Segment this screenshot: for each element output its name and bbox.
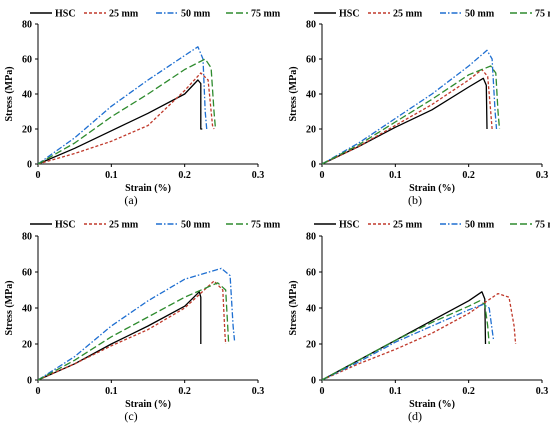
y-tick-label: 20 — [22, 340, 32, 351]
series-line-hsc — [37, 291, 202, 381]
y-tick-label: 60 — [306, 268, 316, 279]
legend: HSC 25 mm 50 mm 75 mm — [30, 220, 281, 231]
y-tick-label: 80 — [22, 232, 32, 243]
x-axis-label: Strain (%) — [125, 183, 171, 194]
series-line-75-mm — [37, 282, 230, 381]
y-tick-label: 80 — [306, 232, 316, 243]
panel-2: 0 20 40 60 80 0 0.1 0.2 0.3 Strain (%) Stress (MPa… — [4, 220, 281, 424]
panel-0: 0 20 40 60 80 0 0.1 0.2 0.3 Strain (%) Stress (MPa… — [4, 9, 281, 208]
legend-label: 50 mm — [181, 9, 211, 20]
y-tick-label: 40 — [306, 304, 316, 315]
y-tick-label: 80 — [22, 20, 32, 31]
legend-label: 50 mm — [181, 220, 211, 231]
legend-label: 25 mm — [393, 220, 423, 231]
series-line-50-mm — [321, 49, 498, 165]
series-line-50-mm — [321, 303, 495, 381]
x-axis-label: Strain (%) — [125, 399, 171, 410]
series-line-25-mm — [321, 68, 493, 165]
y-axis-label: Stress (MPa) — [4, 66, 15, 121]
x-tick-label: 0.2 — [178, 170, 191, 181]
legend-label: HSC — [339, 9, 360, 20]
series-line-75-mm — [37, 58, 217, 165]
y-tick-label: 80 — [306, 20, 316, 31]
series-line-25-mm — [37, 280, 227, 381]
legend-label: HSC — [55, 220, 76, 231]
series-line-hsc — [37, 79, 203, 165]
y-tick-label: 0 — [27, 160, 32, 171]
x-tick-label: 0.1 — [105, 170, 118, 181]
y-tick-label: 60 — [22, 55, 32, 66]
legend-label: 50 mm — [465, 9, 495, 20]
legend-label: 50 mm — [465, 220, 495, 231]
series-line-75-mm — [321, 300, 490, 381]
y-tick-label: 60 — [306, 55, 316, 66]
panel-3: 0 20 40 60 80 0 0.1 0.2 0.3 Strain (%) Stress (MPa… — [288, 220, 550, 424]
series-line-25-mm — [37, 72, 215, 165]
legend-label: 75 mm — [251, 220, 281, 231]
y-tick-label: 40 — [306, 90, 316, 101]
x-axis-label: Strain (%) — [409, 183, 455, 194]
y-tick-label: 20 — [306, 340, 316, 351]
y-axis-label: Stress (MPa) — [288, 66, 299, 121]
legend-label: HSC — [339, 220, 360, 231]
legend-label: 75 mm — [535, 220, 550, 231]
y-axis-label: Stress (MPa) — [288, 280, 299, 335]
x-tick-label: 0.3 — [252, 386, 265, 397]
series-line-50-mm — [37, 267, 236, 381]
legend-label: HSC — [55, 9, 76, 20]
y-tick-label: 0 — [27, 376, 32, 387]
x-tick-label: 0.2 — [462, 170, 475, 181]
series-line-25-mm — [321, 292, 517, 381]
series-line-hsc — [321, 291, 487, 381]
series-line-75-mm — [321, 65, 501, 165]
legend: HSC 25 mm 50 mm 75 mm — [314, 9, 550, 20]
x-tick-label: 0.3 — [536, 386, 549, 397]
legend-label: 25 mm — [109, 9, 139, 20]
x-tick-label: 0.2 — [178, 386, 191, 397]
panel-label: (a) — [124, 193, 137, 207]
x-tick-label: 0.1 — [389, 386, 402, 397]
series-line-50-mm — [37, 46, 208, 165]
legend-label: 25 mm — [393, 9, 423, 20]
legend-label: 25 mm — [109, 220, 139, 231]
x-tick-label: 0.3 — [252, 170, 265, 181]
series-line-hsc — [321, 77, 488, 165]
y-tick-label: 20 — [22, 125, 32, 136]
legend-label: 75 mm — [251, 9, 281, 20]
x-tick-label: 0.3 — [536, 170, 549, 181]
y-tick-label: 0 — [311, 376, 316, 387]
panel-label: (c) — [124, 409, 137, 423]
x-axis-label: Strain (%) — [409, 399, 455, 410]
x-tick-label: 0.2 — [462, 386, 475, 397]
legend-label: 75 mm — [535, 9, 550, 20]
x-tick-label: 0 — [36, 170, 41, 181]
y-tick-label: 40 — [22, 304, 32, 315]
x-tick-label: 0.1 — [105, 386, 118, 397]
x-tick-label: 0 — [320, 170, 325, 181]
x-tick-label: 0 — [36, 386, 41, 397]
y-axis-label: Stress (MPa) — [4, 280, 15, 335]
x-tick-label: 0 — [320, 386, 325, 397]
legend: HSC 25 mm 50 mm 75 mm — [314, 220, 550, 231]
panel-label: (d) — [408, 409, 422, 423]
y-tick-label: 60 — [22, 268, 32, 279]
panel-label: (b) — [408, 193, 422, 207]
legend: HSC 25 mm 50 mm 75 mm — [30, 9, 281, 20]
y-tick-label: 20 — [306, 125, 316, 136]
y-tick-label: 40 — [22, 90, 32, 101]
panel-1: 0 20 40 60 80 0 0.1 0.2 0.3 Strain (%) Stress (MPa… — [288, 9, 550, 208]
y-tick-label: 0 — [311, 160, 316, 171]
x-tick-label: 0.1 — [389, 170, 402, 181]
